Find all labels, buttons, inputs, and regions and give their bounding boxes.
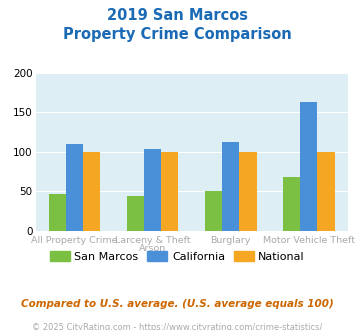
Bar bbox=[49, 194, 66, 231]
Bar bbox=[300, 102, 317, 231]
Bar bbox=[66, 144, 83, 231]
Text: Arson: Arson bbox=[139, 244, 166, 253]
Legend: San Marcos, California, National: San Marcos, California, National bbox=[45, 247, 310, 267]
Bar bbox=[144, 149, 161, 231]
Bar bbox=[283, 177, 300, 231]
Bar bbox=[161, 152, 179, 231]
Text: © 2025 CityRating.com - https://www.cityrating.com/crime-statistics/: © 2025 CityRating.com - https://www.city… bbox=[32, 323, 323, 330]
Bar bbox=[317, 152, 335, 231]
Bar bbox=[205, 191, 222, 231]
Bar bbox=[239, 152, 257, 231]
Text: Property Crime Comparison: Property Crime Comparison bbox=[63, 27, 292, 42]
Text: 2019 San Marcos: 2019 San Marcos bbox=[107, 8, 248, 23]
Bar bbox=[127, 196, 144, 231]
Text: Compared to U.S. average. (U.S. average equals 100): Compared to U.S. average. (U.S. average … bbox=[21, 299, 334, 309]
Bar bbox=[83, 152, 100, 231]
Bar bbox=[222, 142, 239, 231]
